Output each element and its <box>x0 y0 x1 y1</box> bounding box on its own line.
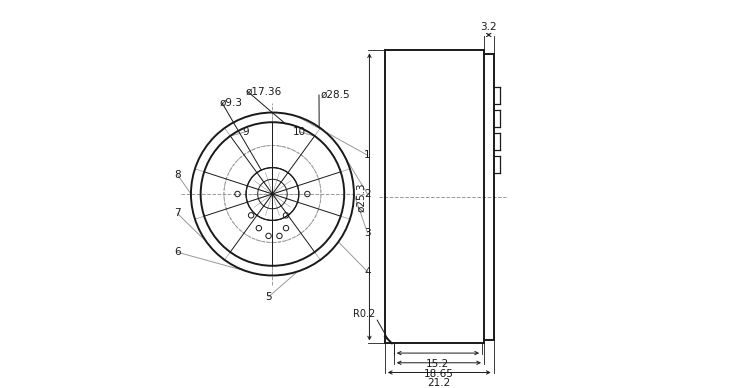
Text: ø17.36: ø17.36 <box>245 86 282 96</box>
Text: 15.2: 15.2 <box>426 359 450 369</box>
Text: R0.2: R0.2 <box>353 309 376 319</box>
Text: 21.2: 21.2 <box>428 378 451 388</box>
Text: 3: 3 <box>364 228 371 238</box>
Text: 3.2: 3.2 <box>481 22 497 32</box>
Text: 1: 1 <box>364 150 371 160</box>
Text: 2: 2 <box>364 189 371 199</box>
Text: ø25.3: ø25.3 <box>356 182 366 211</box>
Text: 6: 6 <box>174 247 181 257</box>
Text: ø28.5: ø28.5 <box>321 90 351 100</box>
Text: ø9.3: ø9.3 <box>220 98 243 108</box>
Text: 10: 10 <box>293 127 306 137</box>
Text: 18.65: 18.65 <box>424 369 453 379</box>
Text: 4: 4 <box>364 267 371 277</box>
Text: 9: 9 <box>242 127 248 137</box>
Text: 5: 5 <box>265 292 272 302</box>
Text: 8: 8 <box>174 170 181 180</box>
Text: 7: 7 <box>174 208 181 218</box>
